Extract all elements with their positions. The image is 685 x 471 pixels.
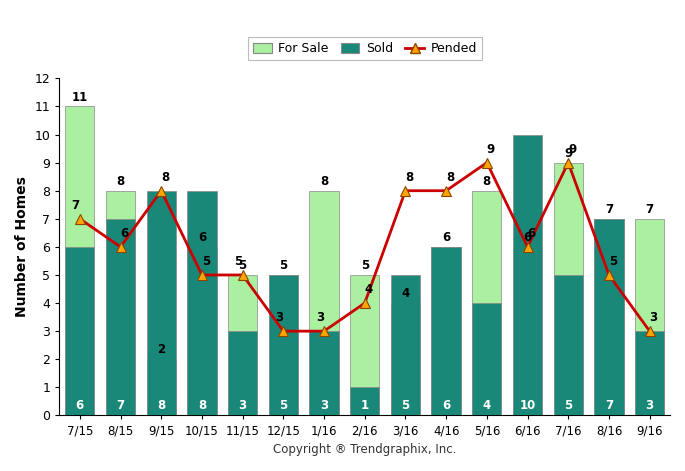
Text: 7: 7 — [645, 203, 653, 216]
Text: 11: 11 — [72, 90, 88, 104]
Bar — [595, 219, 623, 415]
Text: 7: 7 — [605, 203, 613, 216]
Bar — [635, 331, 664, 415]
Text: 6: 6 — [442, 399, 450, 412]
Pended — [401, 188, 410, 194]
Text: 8: 8 — [116, 175, 125, 188]
Text: 6: 6 — [527, 227, 536, 240]
Text: 3: 3 — [645, 399, 653, 412]
Pended — [157, 188, 165, 194]
Pended — [564, 160, 573, 165]
Bar — [269, 275, 298, 415]
Text: 6: 6 — [121, 227, 129, 240]
Pended — [238, 272, 247, 278]
Text: 7: 7 — [116, 399, 125, 412]
Text: 3: 3 — [238, 399, 247, 412]
Bar — [147, 191, 176, 415]
Bar — [106, 191, 135, 415]
Text: 10: 10 — [519, 399, 536, 412]
Bar — [187, 191, 216, 415]
Text: 8: 8 — [483, 175, 491, 188]
Text: 6: 6 — [198, 231, 206, 244]
Bar — [65, 106, 95, 415]
Text: 5: 5 — [279, 259, 288, 272]
Text: 5: 5 — [609, 255, 617, 268]
Pended — [605, 272, 613, 278]
Bar — [187, 247, 216, 415]
Text: 5: 5 — [564, 399, 573, 412]
Pended — [523, 244, 532, 250]
Text: 8: 8 — [406, 171, 414, 184]
Bar — [65, 247, 95, 415]
Bar — [390, 275, 420, 415]
Text: 1: 1 — [361, 399, 369, 412]
Pended — [442, 188, 450, 194]
Text: 6: 6 — [523, 231, 532, 244]
Bar — [147, 359, 176, 415]
Text: 6: 6 — [442, 231, 450, 244]
Bar — [390, 303, 420, 415]
Pended — [279, 328, 288, 334]
Text: 7: 7 — [605, 399, 613, 412]
Y-axis label: Number of Homes: Number of Homes — [15, 177, 29, 317]
Bar — [432, 247, 461, 415]
Bar — [310, 331, 338, 415]
Bar — [635, 219, 664, 415]
Text: 3: 3 — [649, 311, 658, 324]
Bar — [472, 191, 501, 415]
Text: 3: 3 — [275, 311, 284, 324]
Pended — [76, 216, 84, 222]
Text: 5: 5 — [234, 255, 242, 268]
Text: 6: 6 — [75, 399, 84, 412]
Line: Pended: Pended — [75, 158, 654, 336]
Bar — [472, 303, 501, 415]
Text: 3: 3 — [320, 399, 328, 412]
Text: 7: 7 — [72, 199, 80, 212]
Legend: For Sale, Sold, Pended: For Sale, Sold, Pended — [248, 37, 482, 60]
Text: 4: 4 — [364, 283, 373, 296]
Text: 5: 5 — [401, 399, 410, 412]
Text: 5: 5 — [279, 399, 288, 412]
Bar — [595, 219, 623, 415]
Pended — [116, 244, 125, 250]
Pended — [483, 160, 491, 165]
Bar — [432, 247, 461, 415]
Bar — [350, 387, 379, 415]
Text: 8: 8 — [320, 175, 328, 188]
Bar — [513, 247, 543, 415]
Text: 8: 8 — [161, 171, 169, 184]
Text: 8: 8 — [446, 171, 454, 184]
Text: 5: 5 — [360, 259, 369, 272]
Pended — [360, 300, 369, 306]
Text: 9: 9 — [569, 143, 577, 155]
Text: 5: 5 — [202, 255, 210, 268]
X-axis label: Copyright ® Trendgraphix, Inc.: Copyright ® Trendgraphix, Inc. — [273, 443, 456, 456]
Bar — [106, 219, 135, 415]
Bar — [553, 275, 583, 415]
Pended — [320, 328, 328, 334]
Bar — [350, 275, 379, 415]
Text: 4: 4 — [483, 399, 491, 412]
Pended — [645, 328, 653, 334]
Pended — [198, 272, 206, 278]
Text: 2: 2 — [157, 343, 165, 357]
Text: 8: 8 — [198, 399, 206, 412]
Bar — [553, 162, 583, 415]
Bar — [269, 275, 298, 415]
Bar — [228, 275, 258, 415]
Bar — [513, 135, 543, 415]
Bar — [228, 331, 258, 415]
Text: 9: 9 — [564, 147, 573, 160]
Text: 4: 4 — [401, 287, 410, 300]
Text: 8: 8 — [157, 399, 165, 412]
Text: 5: 5 — [238, 259, 247, 272]
Bar — [310, 191, 338, 415]
Text: 9: 9 — [487, 143, 495, 155]
Text: 3: 3 — [316, 311, 324, 324]
